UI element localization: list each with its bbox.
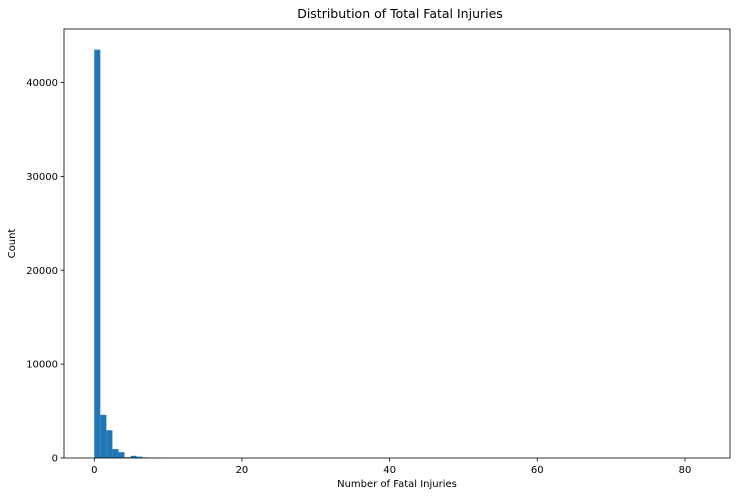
- y-axis-label: Count: [7, 229, 18, 259]
- x-axis-label: Number of Fatal Injuries: [337, 479, 457, 490]
- histogram-bar-2: [106, 430, 113, 458]
- histogram-bar-1: [100, 414, 107, 458]
- plot-frame: [63, 28, 731, 459]
- bars-group: [94, 49, 700, 459]
- x-tick-label-4: 80: [679, 465, 692, 476]
- x-tick-label-1: 20: [236, 465, 249, 476]
- histogram-bar-7: [136, 456, 143, 458]
- y-tick-label-0: 0: [52, 454, 58, 465]
- x-tick-label-2: 40: [383, 465, 396, 476]
- histogram-bar-4: [118, 452, 125, 458]
- x-axis: 0 20 40 60 80: [91, 458, 691, 476]
- chart-title: Distribution of Total Fatal Injuries: [297, 6, 503, 21]
- x-tick-label-3: 60: [531, 465, 544, 476]
- y-tick-label-4: 40000: [26, 78, 58, 89]
- y-tick-label-3: 30000: [26, 172, 58, 183]
- x-tick-label-0: 0: [91, 465, 97, 476]
- histogram-bar-3: [112, 449, 119, 458]
- y-tick-label-2: 20000: [26, 266, 58, 277]
- histogram-bar-6: [130, 455, 137, 458]
- y-tick-label-1: 10000: [26, 360, 58, 371]
- y-axis: 0 10000 20000 30000 40000: [26, 78, 64, 465]
- histogram-bar-0: [94, 49, 101, 459]
